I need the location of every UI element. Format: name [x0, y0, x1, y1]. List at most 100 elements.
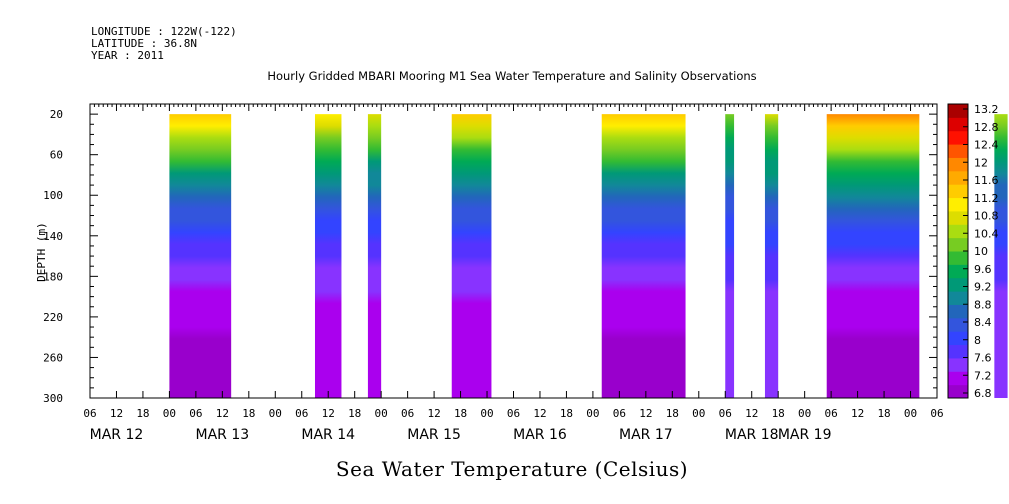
x-tick-label: 00	[798, 407, 811, 420]
colorbar-swatch	[948, 237, 968, 252]
x-tick-label: 00	[586, 407, 599, 420]
colorbar-swatch	[948, 277, 968, 292]
y-tick-label: 260	[43, 351, 63, 364]
x-tick-label: 12	[533, 407, 546, 420]
colorbar-swatch	[948, 251, 968, 265]
x-tick-label: 06	[930, 407, 943, 420]
x-tick-label: 00	[904, 407, 917, 420]
colorbar-swatch	[948, 130, 968, 145]
colorbar-swatch	[948, 304, 968, 319]
observation-block	[994, 114, 1008, 398]
colorbar-label: 10.8	[974, 210, 999, 223]
longitude-label: LONGITUDE : 122W(-122)	[91, 25, 237, 38]
date-label: MAR 13	[196, 427, 250, 443]
date-labels: MAR 12 MAR 13 MAR 14 MAR 15 MAR 16 MAR 17 MAR …	[90, 427, 832, 443]
x-tick-label: 12	[639, 407, 652, 420]
x-tick-label: 00	[375, 407, 388, 420]
y-tick-label: 60	[50, 149, 63, 162]
x-tick-label: 18	[454, 407, 467, 420]
x-tick-label: 12	[216, 407, 229, 420]
x-tick-label: 18	[666, 407, 679, 420]
colorbar-label: 7.6	[974, 352, 992, 365]
x-axis-label: Sea Water Temperature (Celsius)	[336, 457, 688, 481]
y-axis-label: DEPTH (m)	[35, 222, 48, 282]
date-label: MAR 19	[778, 427, 832, 443]
date-label: MAR 15	[407, 427, 461, 443]
observation-block	[314, 114, 342, 398]
latitude-label: LATITUDE : 36.8N	[91, 37, 197, 50]
colorbar-swatch	[948, 157, 968, 172]
colorbar-swatch	[948, 344, 968, 359]
year-label: YEAR : 2011	[91, 49, 164, 62]
x-tick-label: 12	[427, 407, 440, 420]
x-tick-label: 06	[295, 407, 308, 420]
colorbar-label: 8.4	[974, 316, 992, 329]
colorbar-swatch	[948, 170, 968, 185]
x-tick-label: 06	[401, 407, 414, 420]
date-label: MAR 12	[90, 427, 144, 443]
colorbar-label: 9.2	[974, 281, 992, 294]
colorbar-swatch	[948, 291, 968, 305]
x-tick-label: 06	[507, 407, 520, 420]
x-tick-label: 12	[745, 407, 758, 420]
x-tick-label: 00	[269, 407, 282, 420]
chart-title: Hourly Gridded MBARI Mooring M1 Sea Wate…	[267, 69, 756, 83]
colorbar-label: 11.2	[974, 192, 999, 205]
heatmap-blocks	[169, 114, 1008, 398]
colorbar-swatch	[948, 317, 968, 332]
x-tick-label: 06	[825, 407, 838, 420]
y-tick-label: 100	[43, 189, 63, 202]
x-tick-label: 00	[163, 407, 176, 420]
colorbar-swatch	[948, 104, 968, 118]
observation-block	[764, 114, 779, 398]
colorbar-swatch	[948, 210, 968, 225]
x-ticks: 06 12 18 00 06 12 18 00 06 12 18 00 06 12 18 00 06 12 18 00…	[83, 104, 944, 420]
x-tick-label: 06	[189, 407, 202, 420]
x-tick-label: 12	[322, 407, 335, 420]
colorbar-label: 7.2	[974, 369, 992, 382]
x-tick-label: 18	[136, 407, 149, 420]
x-tick-label: 00	[480, 407, 493, 420]
x-tick-label: 12	[851, 407, 864, 420]
colorbar-swatch	[948, 197, 968, 212]
observation-block	[601, 114, 686, 398]
x-tick-label: 06	[83, 407, 96, 420]
colorbar-label: 11.6	[974, 174, 999, 187]
colorbar-swatch	[948, 371, 968, 386]
colorbar-label: 10	[974, 245, 988, 258]
observation-block	[169, 114, 232, 398]
y-tick-label: 220	[43, 311, 63, 324]
x-tick-label: 18	[242, 407, 255, 420]
date-label: MAR 18	[725, 427, 779, 443]
observation-block	[451, 114, 492, 398]
x-tick-label: 06	[613, 407, 626, 420]
x-tick-label: 18	[348, 407, 361, 420]
colorbar-label: 12.8	[974, 121, 999, 134]
y-tick-label: 300	[43, 392, 63, 405]
x-tick-label: 06	[719, 407, 732, 420]
colorbar-label: 12	[974, 156, 988, 169]
colorbar-label: 8.8	[974, 298, 992, 311]
date-label: MAR 17	[619, 427, 673, 443]
colorbar-label: 8	[974, 334, 981, 347]
colorbar-swatch	[948, 357, 968, 372]
colorbar-swatch	[948, 264, 968, 279]
colorbar-swatch	[948, 184, 968, 199]
y-ticks: 20 60 100 140 180 220 260 300	[43, 103, 937, 405]
x-tick-label: 18	[560, 407, 573, 420]
colorbar-label: 10.4	[974, 227, 999, 240]
colorbar-swatch	[948, 144, 968, 158]
date-label: MAR 16	[513, 427, 567, 443]
colorbar-swatch	[948, 117, 968, 132]
colorbar-label: 12.4	[974, 139, 999, 152]
colorbar-label: 6.8	[974, 387, 992, 400]
observation-block	[826, 114, 920, 398]
colorbar-label: 13.2	[974, 103, 999, 116]
y-tick-label: 180	[43, 270, 63, 283]
x-tick-label: 18	[772, 407, 785, 420]
colorbar-swatch	[948, 331, 968, 346]
colorbar: 13.2 12.8 12.4 12 11.6 11.2 10.8 10.4 10 9.6 9.2 8.…	[947, 103, 999, 400]
colorbar-swatch	[948, 384, 968, 399]
observation-block	[725, 114, 735, 398]
